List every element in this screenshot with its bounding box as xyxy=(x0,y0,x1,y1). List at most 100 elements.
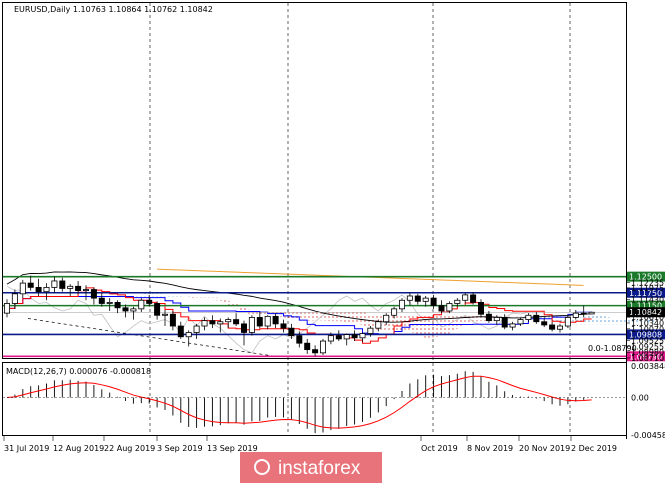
tenkan-sen-line xyxy=(7,287,592,344)
kumo-segment xyxy=(220,297,229,306)
chikou-span-line xyxy=(6,285,529,354)
kumo-segment xyxy=(512,315,521,317)
fib-label: 0.0-1.08790 xyxy=(588,344,637,353)
kumo-segment xyxy=(433,315,442,338)
kumo-segment xyxy=(615,319,624,325)
candle-body xyxy=(19,282,26,295)
price-tick-label: 1.11430 xyxy=(631,296,664,305)
candle-body xyxy=(35,286,42,293)
price-tick-label: 1.11975 xyxy=(631,284,664,293)
kumo-segment xyxy=(417,315,426,339)
macd-signal-line xyxy=(6,375,592,429)
price-tick-label: 1.12235 xyxy=(631,278,664,287)
kumo-segment xyxy=(457,315,466,329)
candle-body xyxy=(27,282,34,288)
date-axis-labels: 31 Jul 2019 12 Aug 2019 22 Aug 2019 3 Sep 2… xyxy=(3,436,617,453)
kumo-segment xyxy=(188,296,197,299)
level-price-label: 1.11150 xyxy=(629,302,662,311)
candle-body xyxy=(414,295,421,302)
candle-body xyxy=(517,319,524,325)
kumo-segment xyxy=(172,295,181,297)
kumo-segment xyxy=(441,315,450,337)
kumo-segment xyxy=(354,310,363,325)
candle-body xyxy=(169,313,176,327)
candle-body xyxy=(509,323,516,328)
candle-body xyxy=(398,299,405,310)
candle-body xyxy=(580,312,587,315)
candle-body xyxy=(288,327,295,337)
candle-body xyxy=(280,323,287,329)
kumo-segment xyxy=(623,318,632,325)
candle-body xyxy=(272,315,279,325)
candle-body xyxy=(233,319,240,325)
level-price-label: 1.11750 xyxy=(629,289,662,298)
kijun-sen-line xyxy=(7,296,592,335)
date-tick-label: 22 Aug 2019 xyxy=(104,444,155,453)
candle-body xyxy=(11,293,18,304)
candle-body xyxy=(391,308,398,316)
candle-body xyxy=(367,327,374,334)
candle-body xyxy=(470,294,477,303)
candle-body xyxy=(59,280,66,289)
candle-body xyxy=(177,325,184,338)
candle-body xyxy=(90,289,97,299)
kumo-segment xyxy=(330,310,339,322)
kumo-segment xyxy=(157,293,165,297)
candle-body xyxy=(43,286,50,293)
candle-body xyxy=(225,319,232,323)
candle-body xyxy=(161,313,168,316)
candle-body xyxy=(106,302,113,304)
kumo-segment xyxy=(591,314,600,325)
candle-body xyxy=(304,342,311,351)
candle-body xyxy=(138,299,145,310)
candle-body xyxy=(446,303,453,312)
instaforex-logo-icon xyxy=(254,459,270,475)
kumo-segment xyxy=(291,310,300,321)
kumo-segment xyxy=(402,315,410,332)
kumo-segment xyxy=(465,315,474,325)
kumo-segment xyxy=(212,297,221,301)
kumo-segment xyxy=(631,316,639,325)
horizontal-levels: 1.12500 1.11750 1.11150 1.09808 1.08790 1.108… xyxy=(3,271,665,362)
kumo-segment xyxy=(646,315,655,325)
kumo-segment xyxy=(346,310,355,323)
level-price-tag xyxy=(627,271,665,282)
kumo-segment xyxy=(196,297,205,299)
candlesticks xyxy=(4,275,595,357)
candle-body xyxy=(383,314,390,323)
candle-body xyxy=(240,323,247,333)
level-price-tag xyxy=(627,329,665,340)
candle-body xyxy=(4,303,10,314)
candle-body xyxy=(217,321,224,325)
candle-body xyxy=(493,317,500,322)
kumo-segment xyxy=(283,310,292,320)
candle-body xyxy=(406,295,413,301)
price-tick-label: 1.08980 xyxy=(631,348,664,357)
level-price-tag xyxy=(627,300,665,311)
kumo-segment xyxy=(299,310,308,321)
candle-body xyxy=(572,312,579,318)
candle-body xyxy=(264,315,271,327)
kumo-segment xyxy=(394,315,402,331)
candle-body xyxy=(430,297,437,307)
price-tick-label: 1.09525 xyxy=(631,337,664,346)
candle-body xyxy=(335,335,342,340)
kumo-segment xyxy=(133,294,142,297)
level-price-label: 1.12500 xyxy=(629,273,662,282)
price-tick-label: 1.08710 xyxy=(631,354,664,363)
date-tick-label: 12 Aug 2019 xyxy=(53,444,104,453)
candle-body xyxy=(146,299,153,304)
current-price-label: 1.10842 xyxy=(629,308,662,317)
candle-body xyxy=(154,303,161,316)
candle-body xyxy=(319,340,326,354)
candle-body xyxy=(477,302,484,315)
candle-body xyxy=(557,325,564,330)
candle-body xyxy=(501,317,508,328)
kumo-segment xyxy=(607,316,616,325)
level-price-label: 1.09808 xyxy=(629,330,662,339)
candle-body xyxy=(296,335,303,344)
price-tick-label: 1.09255 xyxy=(631,342,664,351)
level-price-tag xyxy=(627,351,665,362)
